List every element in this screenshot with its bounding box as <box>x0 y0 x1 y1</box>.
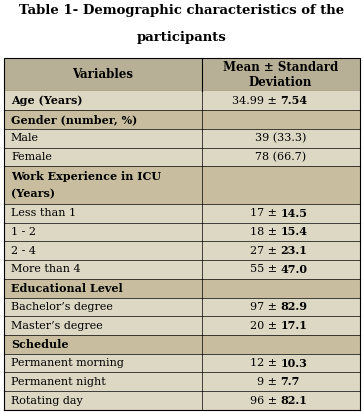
Text: 82.9: 82.9 <box>281 302 308 312</box>
Bar <box>202 316 360 335</box>
Text: 82.1: 82.1 <box>281 395 308 406</box>
Text: Permanent night: Permanent night <box>11 377 106 387</box>
Bar <box>202 335 360 354</box>
Text: More than 4: More than 4 <box>11 265 80 274</box>
Text: 78 (66.7): 78 (66.7) <box>255 152 306 162</box>
Bar <box>202 260 360 279</box>
Bar <box>4 58 360 91</box>
Text: 7.7: 7.7 <box>281 376 300 387</box>
Bar <box>202 279 360 297</box>
Text: 18 ±: 18 ± <box>250 227 281 237</box>
Text: Rotating day: Rotating day <box>11 396 83 405</box>
Text: 39 (33.3): 39 (33.3) <box>255 133 306 143</box>
Bar <box>202 110 360 129</box>
Text: Male: Male <box>11 133 39 143</box>
Bar <box>4 297 202 316</box>
Bar <box>4 129 202 147</box>
Text: Master’s degree: Master’s degree <box>11 321 103 330</box>
Text: participants: participants <box>137 31 227 44</box>
Text: (Years): (Years) <box>11 188 55 199</box>
Bar <box>4 260 202 279</box>
Bar <box>202 241 360 260</box>
Text: 17.1: 17.1 <box>281 320 308 331</box>
Text: 55 ±: 55 ± <box>250 265 281 274</box>
Bar <box>4 166 202 204</box>
Bar <box>202 297 360 316</box>
Bar <box>202 91 360 110</box>
Text: Bachelor’s degree: Bachelor’s degree <box>11 302 113 312</box>
Text: Gender (number, %): Gender (number, %) <box>11 114 137 125</box>
Text: 97 ±: 97 ± <box>250 302 281 312</box>
Text: Mean ± Standard
Deviation: Mean ± Standard Deviation <box>223 61 338 89</box>
Bar <box>202 372 360 391</box>
Text: 34.99 ±: 34.99 ± <box>232 96 281 106</box>
Bar <box>202 147 360 166</box>
Text: 10.3: 10.3 <box>281 358 308 369</box>
Text: 20 ±: 20 ± <box>250 321 281 330</box>
Text: 7.54: 7.54 <box>281 95 308 106</box>
Text: 27 ±: 27 ± <box>250 246 281 256</box>
Bar <box>202 204 360 222</box>
Text: 17 ±: 17 ± <box>250 208 281 218</box>
Text: 9 ±: 9 ± <box>257 377 281 387</box>
Bar <box>4 110 202 129</box>
Text: Permanent morning: Permanent morning <box>11 358 124 368</box>
Text: Educational Level: Educational Level <box>11 283 123 294</box>
Bar <box>202 166 360 204</box>
Bar <box>4 372 202 391</box>
Bar <box>4 222 202 241</box>
Bar <box>202 391 360 410</box>
Bar <box>4 354 202 372</box>
Bar <box>202 222 360 241</box>
Bar <box>4 204 202 222</box>
Bar <box>4 316 202 335</box>
Bar <box>4 279 202 297</box>
Text: Less than 1: Less than 1 <box>11 208 76 218</box>
Bar <box>4 91 202 110</box>
Bar <box>4 147 202 166</box>
Bar <box>4 335 202 354</box>
Text: Variables: Variables <box>72 68 134 81</box>
Text: Work Experience in ICU: Work Experience in ICU <box>11 171 161 182</box>
Bar <box>202 354 360 372</box>
Text: Table 1- Demographic characteristics of the: Table 1- Demographic characteristics of … <box>19 4 345 17</box>
Bar <box>202 129 360 147</box>
Text: 2 - 4: 2 - 4 <box>11 246 36 256</box>
Text: Female: Female <box>11 152 52 162</box>
Text: 1 - 2: 1 - 2 <box>11 227 36 237</box>
Text: 23.1: 23.1 <box>281 245 308 256</box>
Text: 15.4: 15.4 <box>281 227 308 237</box>
Text: 14.5: 14.5 <box>281 208 308 219</box>
Text: 12 ±: 12 ± <box>250 358 281 368</box>
Text: Schedule: Schedule <box>11 339 68 350</box>
Text: 96 ±: 96 ± <box>250 396 281 405</box>
Bar <box>4 391 202 410</box>
Text: 47.0: 47.0 <box>281 264 308 275</box>
Text: Age (Years): Age (Years) <box>11 95 82 106</box>
Bar <box>4 241 202 260</box>
